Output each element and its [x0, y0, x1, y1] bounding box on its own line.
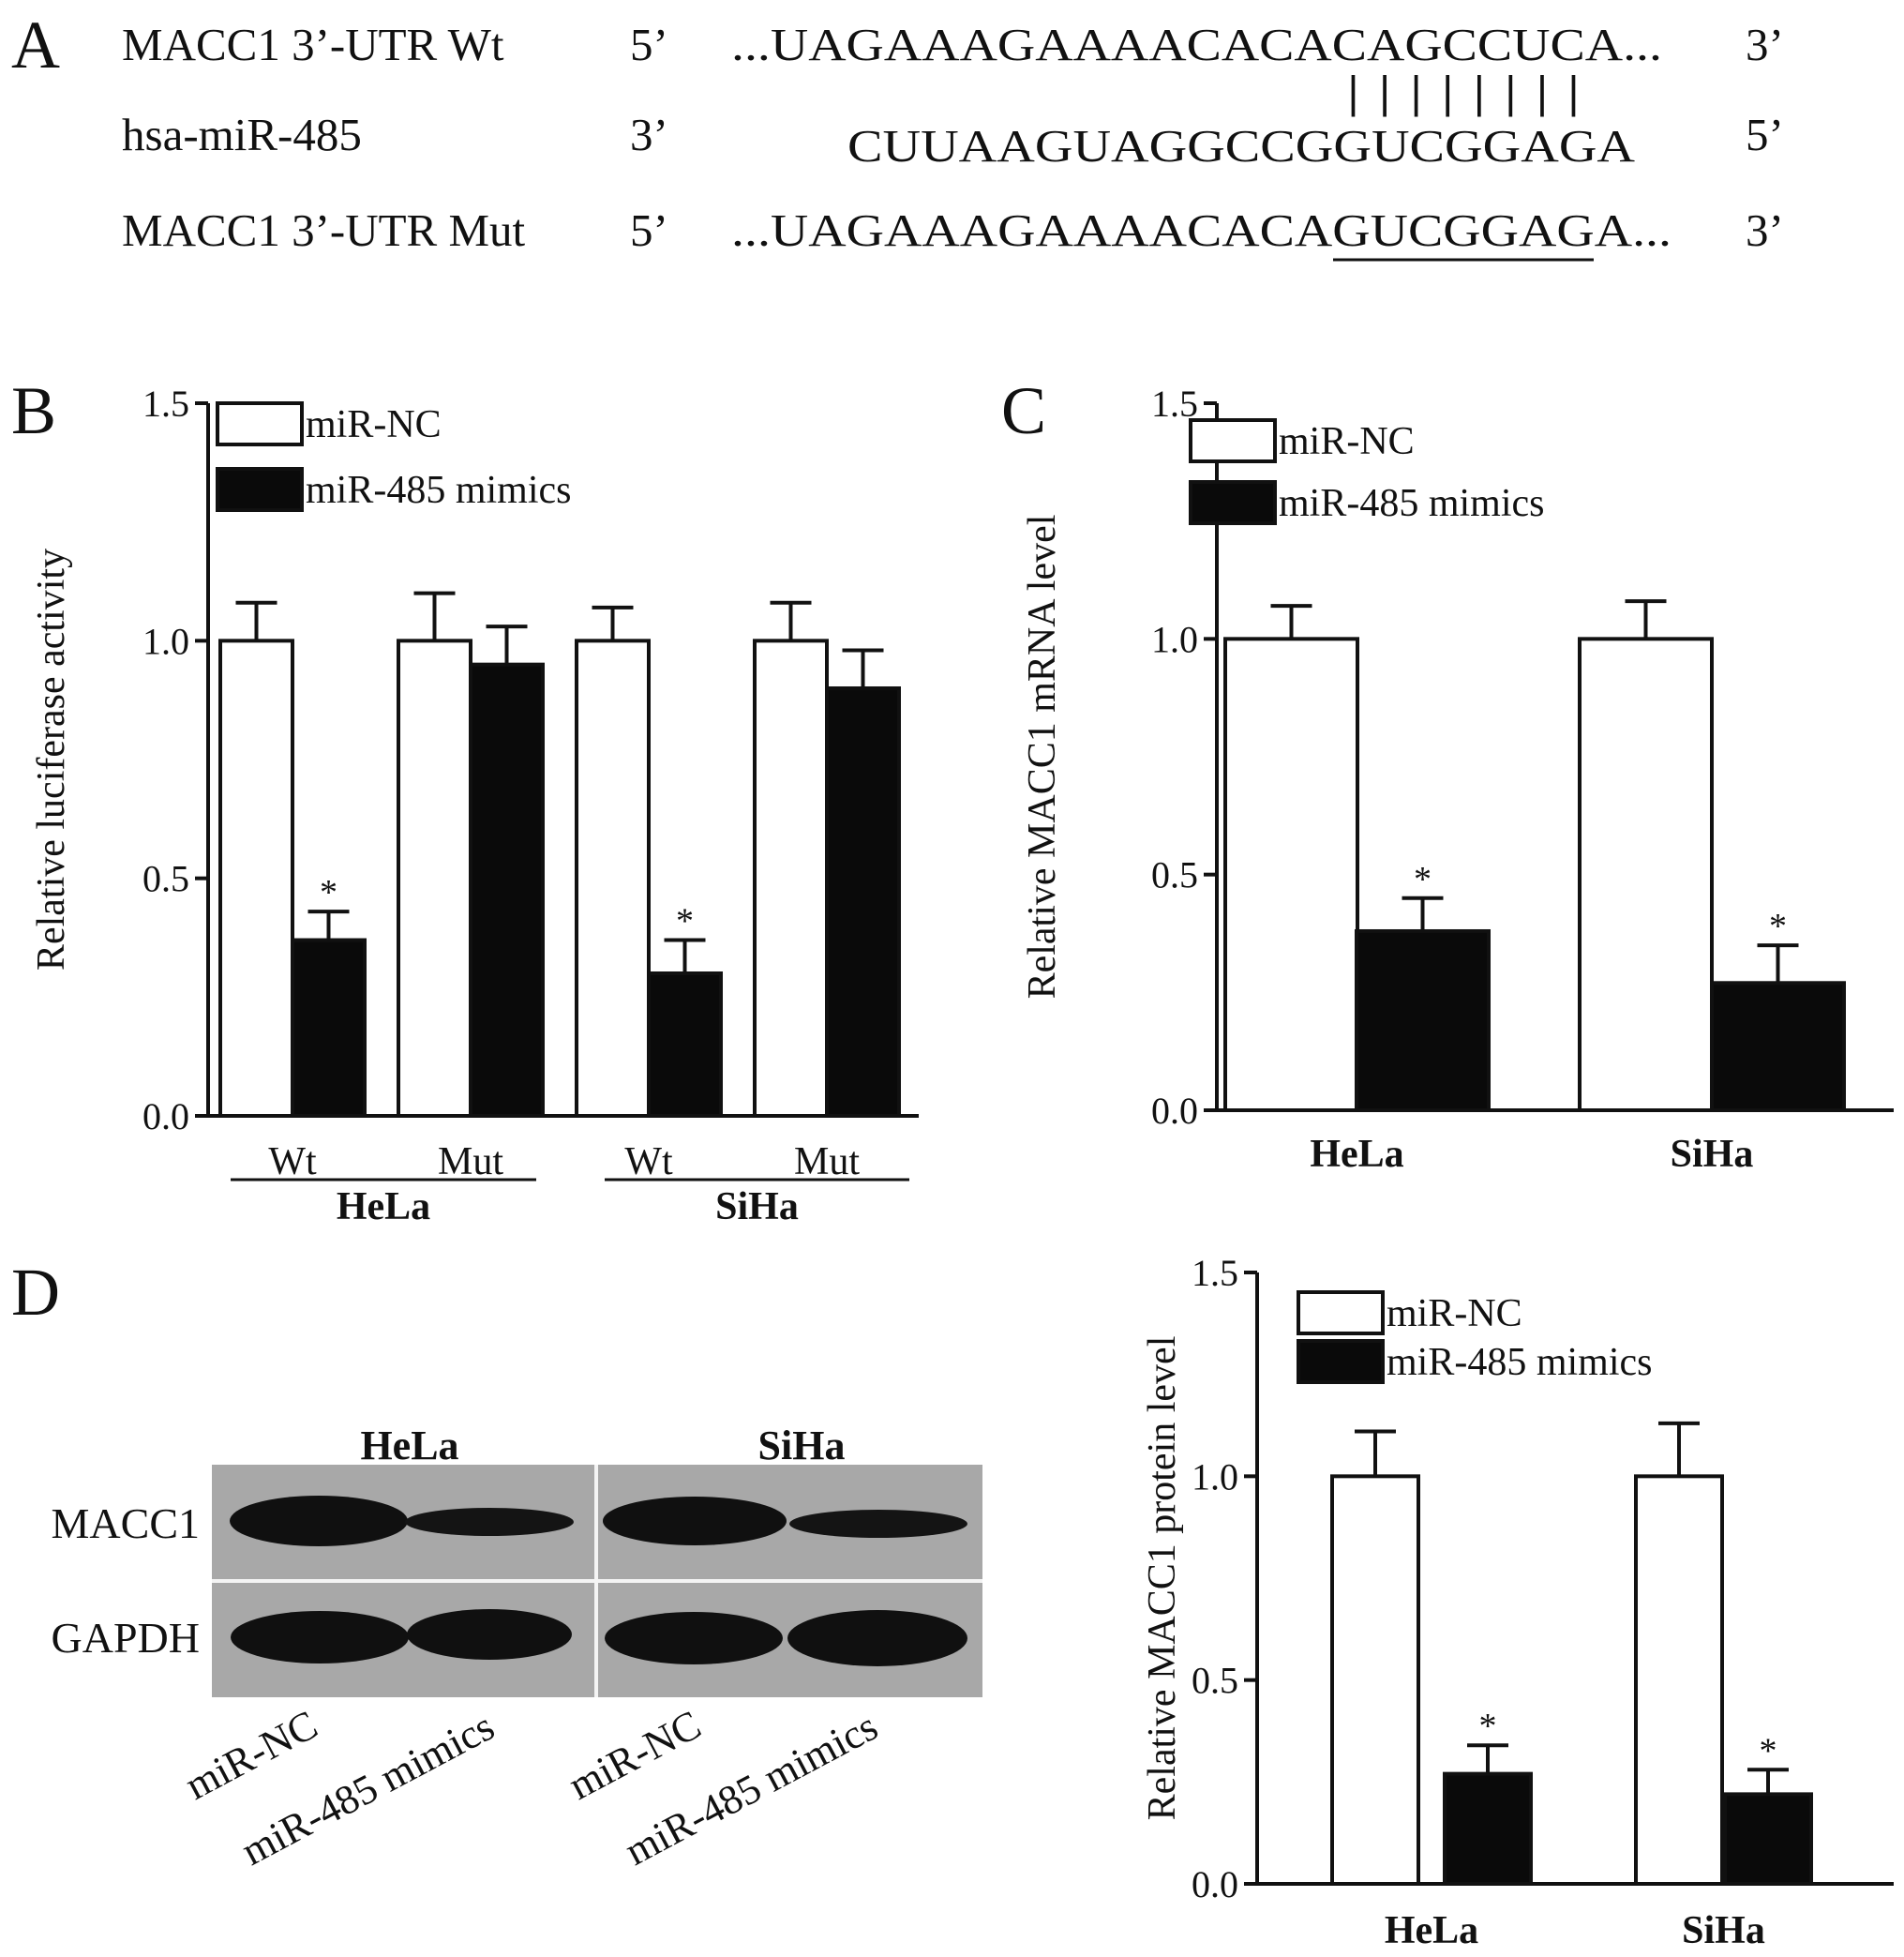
seq-row-2-name: hsa-miR-485 — [122, 109, 362, 160]
legend-label: miR-485 mimics — [1387, 1341, 1653, 1384]
legend-label: miR-485 mimics — [306, 469, 572, 512]
blot-band-gapdh-hela-mimics — [407, 1609, 572, 1660]
chart-b: 0.0 0.5 1.0 1.5 Relative luciferase activity… — [30, 383, 919, 1228]
significance-mark: * — [1760, 1731, 1777, 1770]
bar — [1355, 928, 1491, 1113]
legend-label: miR-485 mimics — [1279, 482, 1545, 525]
legend-swatch — [216, 467, 304, 512]
western-blot: HeLa SiHa MACC1 GAPDH miR-NC miR-485 mim… — [52, 1423, 982, 1874]
blot-band-macc1-siha-mimics — [789, 1510, 967, 1538]
panel-b-letter: B — [11, 373, 56, 448]
legend-label: miR-NC — [306, 403, 442, 446]
blot-band-macc1-siha-nc — [603, 1497, 787, 1545]
blot-band-gapdh-siha-nc — [605, 1612, 783, 1664]
seq-row-1-sequence: ...UAGAAAGAAAACACACAGCCUCA... — [731, 19, 1662, 70]
legend-label: miR-NC — [1279, 420, 1415, 463]
y-tick-label: 0.0 — [142, 1095, 189, 1137]
blot-band-macc1-hela-nc — [230, 1496, 408, 1546]
significance-mark: * — [320, 873, 337, 912]
bar — [397, 639, 472, 1118]
y-tick-label: 1.0 — [142, 620, 189, 662]
bar — [825, 686, 901, 1118]
panel-c: C 0.0 0.5 1.0 1.5 Relative MACC1 mRNA level *… — [1001, 373, 1894, 1176]
y-tick-label: 1.5 — [1151, 383, 1198, 425]
group-label: SiHa — [715, 1185, 799, 1228]
panel-a: A MACC1 3’-UTR Wt 5’ ...UAGAAAGAAAACACAC… — [11, 8, 1784, 262]
y-axis-label: Relative MACC1 mRNA level — [1021, 515, 1064, 1000]
x-category-label: HeLa — [1310, 1133, 1403, 1176]
blot-row-label-macc1: MACC1 — [52, 1499, 200, 1547]
significance-mark: * — [1769, 907, 1787, 946]
bar — [1443, 1771, 1533, 1887]
y-tick-label: 0.0 — [1151, 1090, 1198, 1132]
y-axis-label: Relative MACC1 protein level — [1141, 1336, 1184, 1821]
bar — [1223, 637, 1359, 1112]
seq-row-1-end5: 5’ — [630, 19, 668, 70]
x-category-label: Mut — [794, 1140, 860, 1183]
y-tick-label: 0.0 — [1192, 1863, 1238, 1905]
y-tick-label: 1.5 — [142, 383, 189, 425]
panel-d-letter: D — [11, 1255, 60, 1330]
panel-c-letter: C — [1001, 373, 1046, 448]
bar — [1723, 1792, 1813, 1886]
y-tick-label: 0.5 — [1192, 1660, 1238, 1702]
y-tick-label: 1.5 — [1192, 1252, 1238, 1294]
bar — [647, 971, 723, 1118]
blot-lane-label-1: miR-NC — [178, 1701, 325, 1808]
base-pairing-marks: | | | | | | | | — [1346, 66, 1581, 117]
significance-mark: * — [1414, 860, 1432, 899]
chart-c: 0.0 0.5 1.0 1.5 Relative MACC1 mRNA level * He… — [1021, 383, 1894, 1176]
bar — [753, 639, 829, 1118]
bar — [1578, 637, 1714, 1112]
blot-group-label-siha: SiHa — [758, 1423, 846, 1468]
legend-swatch — [1189, 418, 1277, 463]
bar — [469, 662, 545, 1119]
y-tick-label: 1.0 — [1151, 618, 1198, 660]
y-tick-label: 0.5 — [1151, 854, 1198, 896]
group-label: HeLa — [337, 1185, 430, 1228]
bar — [291, 938, 367, 1118]
bar — [575, 639, 651, 1118]
bar — [218, 639, 294, 1118]
bar — [1634, 1474, 1724, 1887]
x-category-label: Wt — [624, 1140, 673, 1183]
seq-row-1-name: MACC1 3’-UTR Wt — [122, 19, 504, 70]
legend-swatch — [1189, 480, 1277, 525]
x-category-label: Wt — [268, 1140, 317, 1183]
legend-swatch — [216, 401, 304, 446]
significance-mark: * — [676, 902, 694, 941]
blot-band-macc1-hela-mimics — [405, 1508, 574, 1536]
x-category-label: Mut — [438, 1140, 503, 1183]
blot-row-label-gapdh: GAPDH — [52, 1614, 200, 1662]
seq-row-2-end3: 5’ — [1746, 109, 1784, 160]
y-axis-label: Relative luciferase activity — [30, 549, 73, 971]
seq-row-3-end3: 3’ — [1746, 204, 1784, 256]
legend-swatch — [1297, 1290, 1385, 1335]
x-category-label: HeLa — [1385, 1909, 1478, 1952]
seq-row-3-name: MACC1 3’-UTR Mut — [122, 204, 526, 256]
legend-label: miR-NC — [1387, 1292, 1522, 1335]
blot-group-label-hela: HeLa — [360, 1423, 458, 1468]
panel-d: D HeLa SiHa MACC1 GAPDH miR-NC miR-485 m… — [11, 1252, 1894, 1952]
y-tick-label: 0.5 — [142, 858, 189, 900]
seq-row-3-sequence: ...UAGAAAGAAAACACAGUCGGAGA... — [731, 204, 1672, 256]
blot-band-gapdh-hela-nc — [231, 1611, 409, 1663]
bar — [1330, 1474, 1420, 1887]
x-category-label: SiHa — [1671, 1133, 1754, 1176]
seq-row-2-end5: 3’ — [630, 109, 668, 160]
legend-swatch — [1297, 1339, 1385, 1384]
seq-row-2-sequence: CUUAAGUAGGCCGGUCGGAGA — [847, 120, 1636, 172]
y-tick-label: 1.0 — [1192, 1455, 1238, 1498]
blot-band-gapdh-siha-mimics — [787, 1610, 967, 1666]
seq-row-1-end3: 3’ — [1746, 19, 1784, 70]
bar — [1710, 981, 1846, 1113]
x-category-label: SiHa — [1682, 1909, 1765, 1952]
blot-lane-label-3: miR-NC — [562, 1701, 709, 1808]
significance-mark: * — [1479, 1707, 1497, 1746]
panel-a-letter: A — [11, 8, 60, 83]
panel-b: B 0.0 0.5 1.0 1.5 Relative luciferase activi… — [11, 373, 919, 1228]
seq-row-3-end5: 5’ — [630, 204, 668, 256]
